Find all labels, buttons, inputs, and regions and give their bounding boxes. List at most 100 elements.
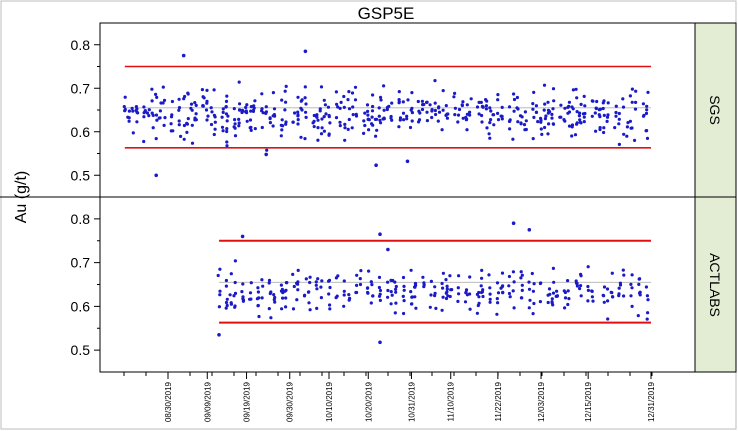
data-point [185, 130, 189, 134]
data-point [450, 288, 454, 292]
data-point [284, 120, 288, 124]
data-point [229, 301, 233, 305]
data-point [228, 293, 232, 297]
data-point [296, 122, 300, 126]
x-tick-label: 09/09/2019 [203, 381, 212, 422]
data-point [413, 295, 417, 299]
data-point [626, 121, 630, 125]
data-point [205, 118, 209, 122]
data-point [293, 111, 297, 115]
data-point [257, 296, 261, 300]
data-point [402, 288, 406, 292]
y-tick-label: 0.5 [71, 167, 91, 183]
data-point [591, 299, 595, 303]
data-point [248, 291, 253, 295]
data-point [241, 297, 245, 301]
data-point [225, 129, 229, 134]
data-point [386, 295, 390, 299]
data-point [453, 106, 457, 110]
data-point [212, 88, 216, 92]
data-point [130, 106, 134, 110]
data-point [314, 280, 318, 284]
data-point [606, 113, 610, 117]
data-point [355, 290, 359, 295]
data-point [446, 112, 450, 116]
data-point [370, 109, 375, 113]
data-point [193, 116, 197, 120]
data-point [468, 110, 472, 114]
data-point [507, 284, 511, 288]
data-point [512, 306, 516, 310]
data-point [151, 113, 155, 117]
data-point [316, 126, 320, 130]
data-point [552, 99, 556, 103]
data-point [429, 293, 433, 297]
data-point [366, 117, 370, 121]
data-point [319, 296, 323, 300]
data-point [448, 294, 452, 299]
data-point [410, 302, 414, 306]
data-point [548, 110, 552, 114]
data-point [303, 49, 308, 54]
data-point [532, 282, 536, 286]
data-point [487, 273, 491, 277]
data-point [343, 122, 347, 126]
data-point [261, 111, 265, 115]
data-point [579, 284, 583, 288]
data-point [249, 125, 253, 129]
data-point [645, 294, 650, 298]
data-point [621, 105, 626, 109]
data-point [448, 274, 452, 278]
data-point [346, 127, 350, 131]
data-point [638, 293, 642, 297]
data-point [641, 102, 646, 106]
data-point [401, 100, 405, 104]
data-point [334, 90, 338, 94]
data-point [377, 294, 382, 298]
data-point [488, 300, 492, 304]
data-point [645, 136, 650, 140]
data-point [511, 270, 515, 274]
data-point [566, 289, 570, 293]
data-point [233, 118, 237, 122]
data-point [394, 284, 398, 289]
data-point [531, 137, 535, 141]
data-point [401, 275, 406, 280]
data-point [363, 123, 367, 128]
data-point [350, 91, 355, 95]
data-point [540, 132, 544, 136]
data-point [534, 110, 539, 114]
data-point [566, 279, 570, 283]
data-point [617, 122, 621, 126]
data-point [221, 107, 225, 111]
data-point [567, 104, 571, 108]
data-point [617, 292, 621, 296]
data-point [479, 100, 483, 104]
data-point [162, 123, 166, 127]
data-point [379, 95, 383, 99]
data-point [614, 104, 618, 108]
data-point [500, 271, 505, 275]
data-point [499, 114, 503, 118]
data-point [327, 279, 331, 283]
data-point [630, 126, 634, 130]
data-point [224, 306, 228, 310]
data-point [465, 103, 469, 107]
data-point [522, 123, 527, 127]
data-point [284, 100, 288, 104]
data-point [401, 294, 405, 298]
data-point [488, 292, 492, 296]
data-point [285, 281, 289, 285]
data-point [304, 277, 308, 281]
data-point [134, 105, 138, 109]
data-point [444, 104, 448, 108]
data-point [327, 115, 331, 119]
data-point [602, 126, 606, 130]
data-point [304, 110, 308, 114]
data-point [433, 285, 437, 289]
data-point [602, 130, 606, 135]
data-point [511, 137, 515, 141]
data-point [225, 140, 229, 144]
